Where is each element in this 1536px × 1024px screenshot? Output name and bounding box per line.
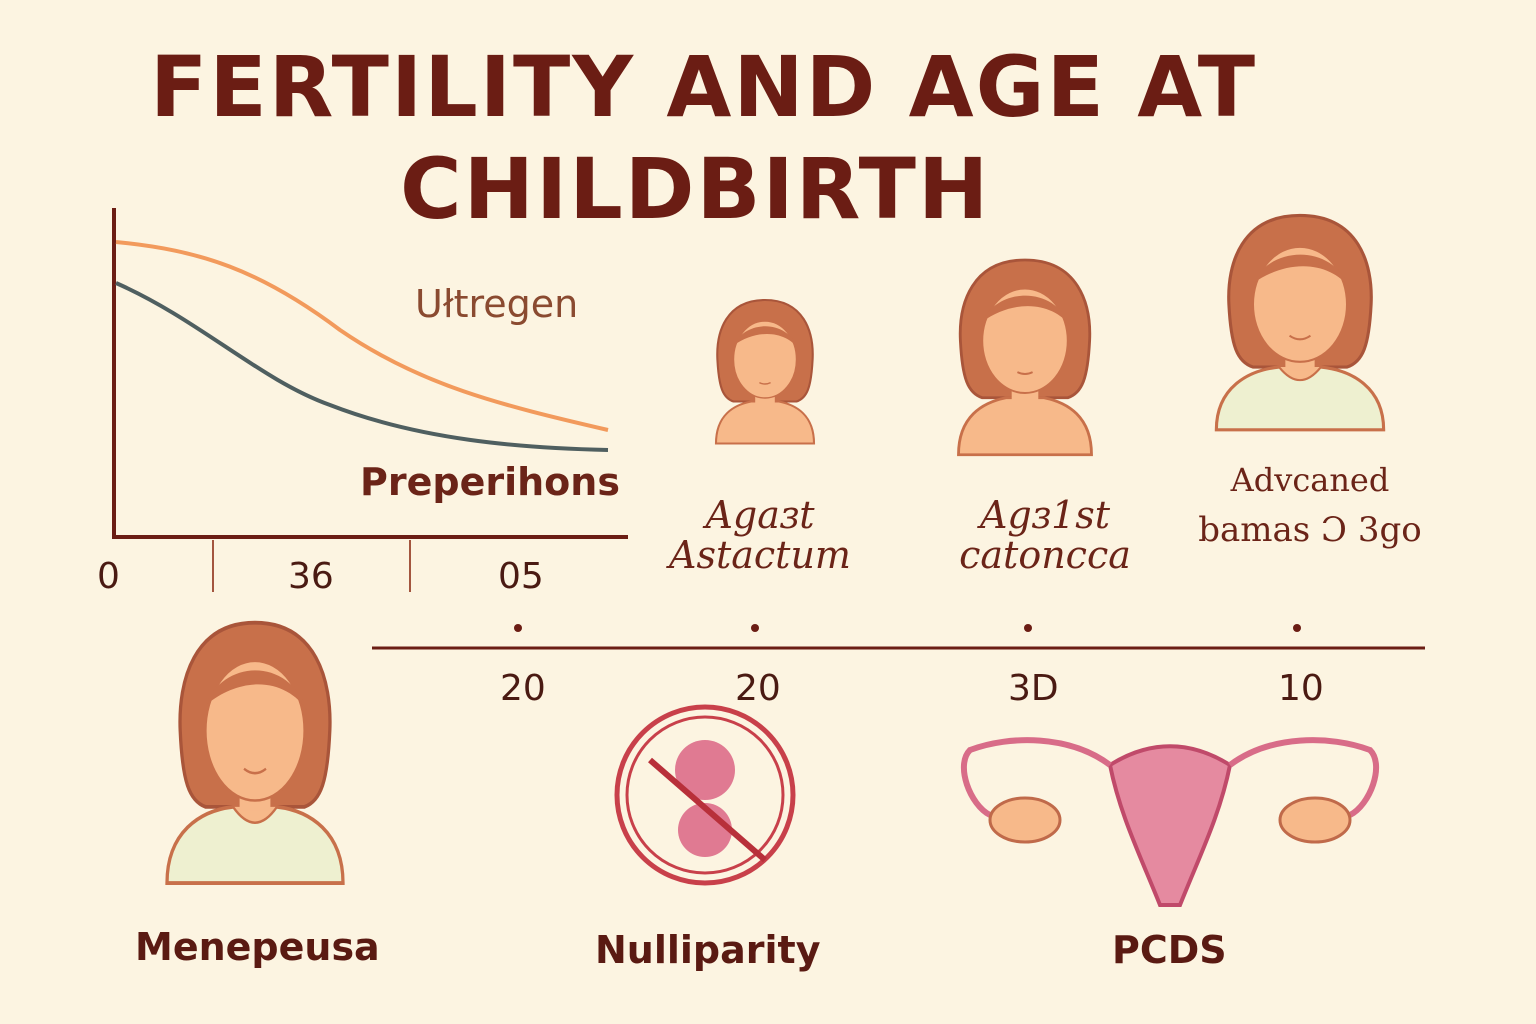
timeline-dot — [514, 624, 522, 632]
x-tick-label: 36 — [288, 556, 334, 597]
nulliparity-icon — [614, 704, 796, 886]
timeline-dot — [1024, 624, 1032, 632]
title-line-1: FERTILITY AND AGE AT — [150, 38, 1258, 136]
stage-label-2: Agɜ1st catoncca — [925, 495, 1165, 575]
x-tick-label: 0 — [97, 556, 120, 597]
woman-mid-icon — [930, 245, 1120, 465]
timeline-value: 20 — [735, 668, 781, 709]
menopause-woman-icon — [165, 620, 345, 885]
series-label-lower: Preperihons — [360, 460, 620, 504]
lower-curve — [115, 281, 609, 452]
bottom-label-nulliparity: Nulliparity — [595, 928, 821, 972]
timeline-value: 3D — [1008, 668, 1059, 709]
stage-label-2-line2: catoncca — [959, 533, 1131, 577]
upper-curve — [115, 240, 609, 432]
stage-label-1-line1: Agaɜt — [705, 493, 815, 537]
x-tick-label: 05 — [498, 556, 544, 597]
woman-advanced-icon — [1195, 205, 1405, 435]
stage-label-2-line1: Agɜ1st — [979, 493, 1111, 537]
bottom-label-menopause: Menepeusa — [135, 925, 380, 969]
stage-label-3-line2: bamas Ɔ 3go — [1198, 510, 1422, 550]
title-line-2: CHILDBIRTH — [400, 140, 991, 238]
timeline-dot — [1293, 624, 1301, 632]
timeline-dot — [751, 624, 759, 632]
woman-young-icon — [695, 275, 835, 465]
stage-label-3: Advcaned bamas Ɔ 3go — [1175, 460, 1445, 550]
timeline-value: 10 — [1278, 668, 1324, 709]
series-label-upper: Ułtregen — [415, 282, 579, 326]
stage-label-3-line1: Advcaned — [1230, 461, 1390, 499]
stage-label-1-line2: Astactum — [669, 533, 851, 577]
uterus-icon — [960, 737, 1380, 907]
timeline — [372, 624, 1425, 650]
timeline-value: 20 — [500, 668, 546, 709]
bottom-label-pcos: PCDS — [1112, 928, 1227, 972]
stage-label-1: Agaɜt Astactum — [640, 495, 880, 575]
hormone-decline-graph — [112, 208, 628, 592]
